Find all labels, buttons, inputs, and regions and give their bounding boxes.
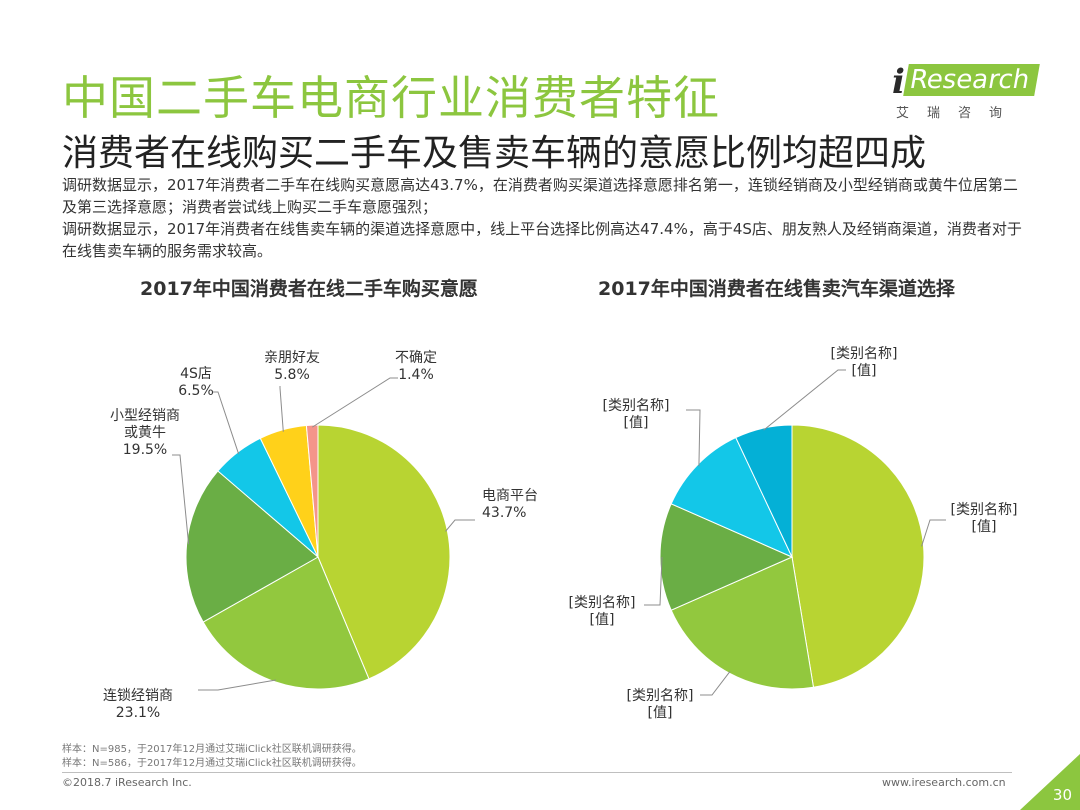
page-subtitle: 消费者在线购买二手车及售卖车辆的意愿比例均超四成	[62, 133, 927, 174]
logo-chinese-text: 艾瑞咨询	[896, 106, 1021, 121]
chart1-leader-line-5	[312, 377, 398, 428]
footnote-1: 样本：N=985，于2017年12月通过艾瑞iClick社区联机调研获得。	[62, 744, 362, 755]
chart1-leader-line-4	[279, 386, 284, 432]
chart1-data-label-3: 4S店 6.5%	[178, 366, 214, 399]
chart2-leader-line-1	[700, 671, 731, 696]
footnote-2: 样本：N=586，于2017年12月通过艾瑞iClick社区联机调研获得。	[62, 758, 362, 769]
chart2-data-label-0: [类别名称] [值]	[951, 502, 1018, 535]
chart2-data-label-4: [类别名称] [值]	[831, 346, 898, 379]
pie-chart-sell-channel: [类别名称] [值] [类别名称] [值] [类别名称] [值] [类别名称] [值] [类别名…	[569, 346, 1018, 721]
chart1-leader-line-0	[445, 519, 475, 532]
chart1-data-label-1: 连锁经销商 23.1%	[103, 688, 173, 721]
chart1-data-label-2: 小型经销商或黄牛 19.5%	[110, 408, 180, 458]
chart1-slice-5	[305, 424, 319, 558]
chart2-leader-line-2	[644, 556, 663, 606]
footer-divider	[62, 772, 1012, 773]
iresearch-logo: i Research 艾瑞咨询	[880, 56, 1041, 126]
chart1-leader-line-2	[172, 454, 190, 545]
description: 调研数据显示，2017年消费者二手车在线购买意愿高达43.7%，在消费者购买渠道…	[62, 174, 1032, 262]
corner-decoration	[1020, 754, 1080, 810]
chart2-slice-0	[791, 424, 925, 688]
pie-chart-purchase-intent: 电商平台 43.7% 连锁经销商 23.1% 小型经销商或黄牛 19.5% 4S店 6.5% 亲…	[103, 350, 538, 721]
chart2-leader-line-4	[763, 369, 846, 431]
chart2-slice-4	[735, 424, 793, 558]
chart2-leader-line-0	[921, 519, 946, 547]
chart2-slice-2	[659, 503, 794, 611]
chart1-data-label-4: 亲朋好友 5.8%	[264, 350, 320, 383]
chart2-data-label-2: [类别名称] [值]	[569, 595, 636, 628]
logo-letter-i: i	[892, 62, 905, 102]
chart1-data-label-0: 电商平台 43.7%	[482, 488, 538, 521]
copyright: ©2018.7 iResearch Inc.	[62, 776, 192, 789]
chart1-slice-1	[202, 556, 370, 690]
page-title: 中国二手车电商行业消费者特征	[62, 71, 720, 125]
chart1-slice-0	[317, 424, 451, 680]
chart2-data-label-3: [类别名称] [值]	[603, 398, 670, 431]
chart-2-title: 2017年中国消费者在线售卖汽车渠道选择	[598, 278, 955, 300]
description-paragraph-2: 调研数据显示，2017年消费者在线售卖车辆的渠道选择意愿中，线上平台选择比例高达…	[62, 220, 1022, 260]
chart1-leader-line-1	[198, 679, 276, 691]
chart2-slice-3	[670, 436, 794, 558]
chart2-data-label-1: [类别名称] [值]	[627, 688, 694, 721]
chart1-leader-line-3	[212, 391, 240, 455]
chart1-slice-2	[185, 470, 319, 623]
chart2-leader-line-3	[686, 409, 701, 467]
description-paragraph-1: 调研数据显示，2017年消费者二手车在线购买意愿高达43.7%，在消费者购买渠道…	[62, 176, 1018, 216]
website-url: www.iresearch.com.cn	[882, 776, 1006, 789]
chart1-data-label-5: 不确定 1.4%	[395, 350, 437, 383]
chart-1-title: 2017年中国消费者在线二手车购买意愿	[140, 278, 478, 300]
page-number: 30	[1052, 786, 1072, 804]
